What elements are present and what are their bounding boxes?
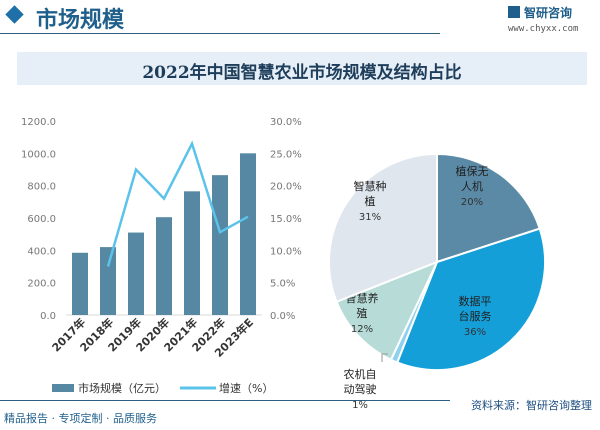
pie-slice — [328, 152, 438, 304]
legend-line-label: 增速（%） — [219, 381, 273, 395]
bar — [240, 153, 256, 315]
pie-percent: 31% — [359, 212, 381, 223]
y-right-tick: 20.0% — [270, 182, 302, 193]
y-right-tick: 30.0% — [270, 117, 302, 128]
pie-slice — [395, 227, 546, 371]
legend-bar-swatch — [52, 384, 74, 392]
pie-label: 数据平 — [459, 294, 492, 308]
pie-label: 智慧种 — [354, 179, 387, 193]
bar — [184, 191, 200, 315]
pie-label: 植保无 — [456, 164, 489, 178]
chart-title: 2022年中国智慧农业市场规模及结构占比 — [142, 63, 462, 83]
y-left-tick: 400.0 — [27, 246, 56, 257]
legend-bar-label: 市场规模（亿元） — [78, 381, 166, 395]
bar — [100, 247, 116, 315]
footer-divider — [0, 400, 450, 401]
growth-line — [106, 140, 249, 267]
pie-label: 动驾驶 — [344, 382, 377, 396]
logo-url: www.chyxx.com — [508, 24, 579, 34]
bar — [128, 232, 144, 315]
logo-icon — [508, 6, 520, 18]
bar — [156, 217, 172, 315]
y-right-tick: 25.0% — [270, 149, 302, 160]
section-title: 市场规模 — [36, 7, 125, 33]
pie-slice — [335, 260, 439, 362]
logo: 智研咨询 — [508, 4, 572, 21]
pie-label: 植 — [365, 194, 376, 208]
y-right-tick: 15.0% — [270, 214, 302, 225]
pie-percent: 1% — [352, 400, 368, 411]
y-left-tick: 1000.0 — [21, 149, 56, 160]
pie-label: 农机自 — [344, 367, 377, 381]
pie-percent: 12% — [351, 324, 373, 335]
y-right-tick: 10.0% — [270, 246, 302, 257]
y-right-tick: 5.0% — [270, 279, 295, 290]
source-note: 资料来源：智研咨询整理 — [471, 399, 592, 412]
y-right-tick: 0.0% — [270, 311, 295, 322]
bar — [72, 252, 88, 315]
y-left-tick: 800.0 — [27, 182, 56, 193]
bar-line-chart: 0.0 200.0 400.0 600.0 800.0 1000.0 1200.0 0.0% 5… — [21, 117, 302, 395]
leader-line — [381, 353, 388, 362]
title-band: 2022年中国智慧农业市场规模及结构占比 — [17, 52, 587, 85]
pie-label: 台服务 — [459, 309, 492, 323]
y-left-tick: 0.0 — [40, 311, 56, 322]
footer-slogan: 精品报告 · 专项定制 · 品质服务 — [4, 412, 157, 425]
y-left-tick: 600.0 — [27, 214, 56, 225]
logo-text: 智研咨询 — [524, 6, 573, 20]
pie-label: 殖 — [357, 307, 368, 320]
y-left-tick: 200.0 — [27, 279, 56, 290]
bar — [212, 175, 228, 315]
diamond-icon — [5, 5, 24, 24]
pie-percent: 36% — [464, 327, 486, 338]
header-divider — [0, 33, 440, 34]
y-left-tick: 1200.0 — [21, 117, 56, 128]
pie-label: 人机 — [461, 179, 483, 193]
pie-percent: 20% — [461, 197, 483, 208]
pie-slice — [436, 152, 541, 264]
